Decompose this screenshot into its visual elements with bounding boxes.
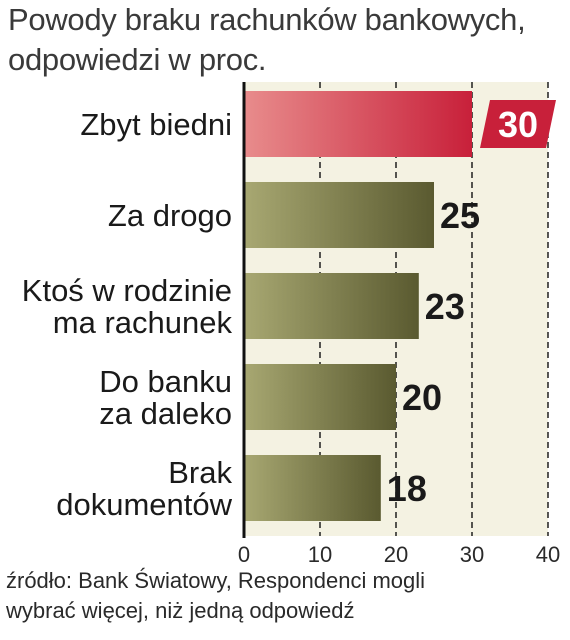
bar-5 — [244, 455, 381, 521]
value-label-5: 18 — [387, 468, 427, 509]
category-label-4-line-2: za daleko — [99, 396, 232, 431]
x-tick-label-20: 20 — [384, 542, 408, 567]
title-line-1: Powody braku rachunków bankowych, — [8, 2, 526, 37]
title-line-2: odpowiedzi w proc. — [8, 42, 267, 77]
value-badge-1 — [480, 100, 556, 148]
bar-4 — [244, 364, 396, 430]
source-line-2: wybrać więcej, niż jedną odpowiedź — [6, 598, 355, 623]
source-note: źródło: Bank Światowy, Respondenci mogli… — [6, 566, 566, 626]
category-label-4-line-1: Do banku — [99, 364, 232, 399]
category-label-5-line-1: Brak — [168, 455, 232, 490]
value-label-4: 20 — [402, 377, 442, 418]
x-tick-label-40: 40 — [536, 542, 560, 567]
value-label-3: 23 — [425, 286, 465, 327]
category-label-3-line-1: Ktoś w rodzinie — [22, 273, 232, 308]
bar-1 — [244, 91, 472, 157]
x-tick-label-30: 30 — [460, 542, 484, 567]
x-tick-label-10: 10 — [308, 542, 332, 567]
category-label-3-line-2: ma rachunek — [53, 305, 233, 340]
value-label-2: 25 — [440, 195, 480, 236]
bar-2 — [244, 182, 434, 248]
bar-3 — [244, 273, 419, 339]
category-label-5-line-2: dokumentów — [56, 487, 232, 522]
category-label-2-line-1: Za drogo — [108, 198, 232, 233]
chart-title: Powody braku rachunków bankowych, odpowi… — [8, 0, 568, 80]
source-line-1: źródło: Bank Światowy, Respondenci mogli — [6, 568, 426, 593]
x-tick-label-0: 0 — [238, 542, 250, 567]
value-label-1: 30 — [498, 104, 538, 145]
category-label-1-line-1: Zbyt biedni — [80, 107, 232, 142]
